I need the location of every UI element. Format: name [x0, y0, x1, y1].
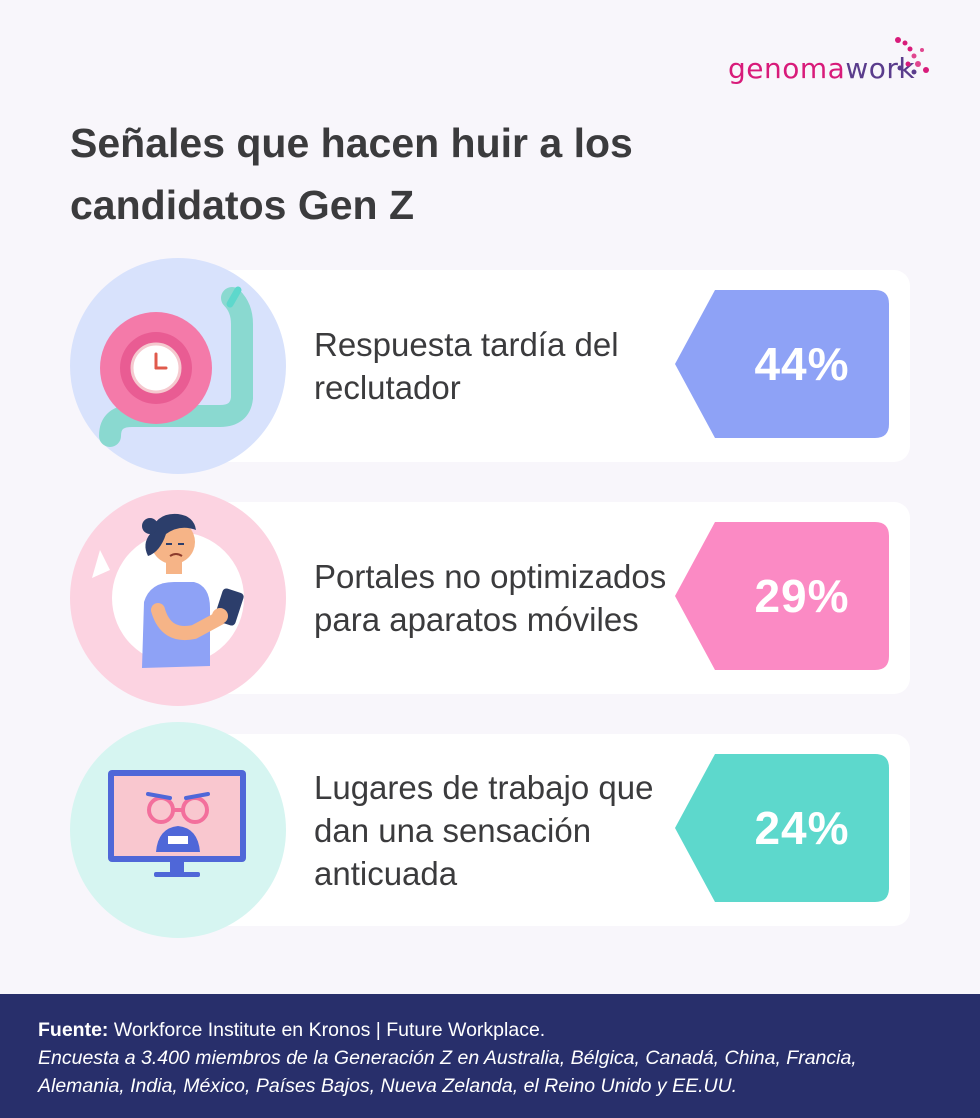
- data-label: 29%: [754, 570, 850, 622]
- value-tag: 44%: [675, 290, 889, 438]
- category-label: Lugares de trabajo que dan una sensación…: [314, 768, 654, 892]
- value-tag: 29%: [675, 522, 889, 670]
- bar-mark: [675, 290, 889, 438]
- snail-clock-icon: [70, 258, 286, 474]
- brand-dots-icon: [895, 37, 929, 75]
- chart-row-3: Lugares de trabajo que dan una sensación…: [70, 722, 910, 938]
- category-label: Respuesta tardía del reclutador: [314, 326, 619, 406]
- bar-mark: [675, 754, 889, 902]
- source-text: Workforce Institute en Kronos | Future W…: [113, 1019, 546, 1041]
- brand-name-part2: work: [845, 52, 916, 85]
- source-footer: Fuente: Workforce Institute en Kronos | …: [0, 994, 980, 1118]
- value-tag: 24%: [675, 754, 889, 902]
- data-label: 44%: [754, 338, 850, 390]
- brand-logo: genomawork: [728, 52, 915, 85]
- survey-note: Encuesta a 3.400 miembros de la Generaci…: [38, 1047, 857, 1097]
- woman-phone-icon: [70, 490, 286, 706]
- chart-row-1: Respuesta tardía del reclutador 44%: [70, 258, 910, 474]
- old-face-monitor-icon: [70, 722, 286, 938]
- page-title: Señales que hacen huir a los candidatos …: [70, 120, 633, 228]
- data-label: 24%: [754, 802, 850, 854]
- category-label: Portales no optimizados para aparatos mó…: [314, 558, 667, 638]
- chart-row-2: Portales no optimizados para aparatos mó…: [70, 490, 910, 706]
- source-label: Fuente:: [38, 1019, 109, 1041]
- bar-mark: [675, 522, 889, 670]
- brand-name-part1: genoma: [728, 52, 846, 85]
